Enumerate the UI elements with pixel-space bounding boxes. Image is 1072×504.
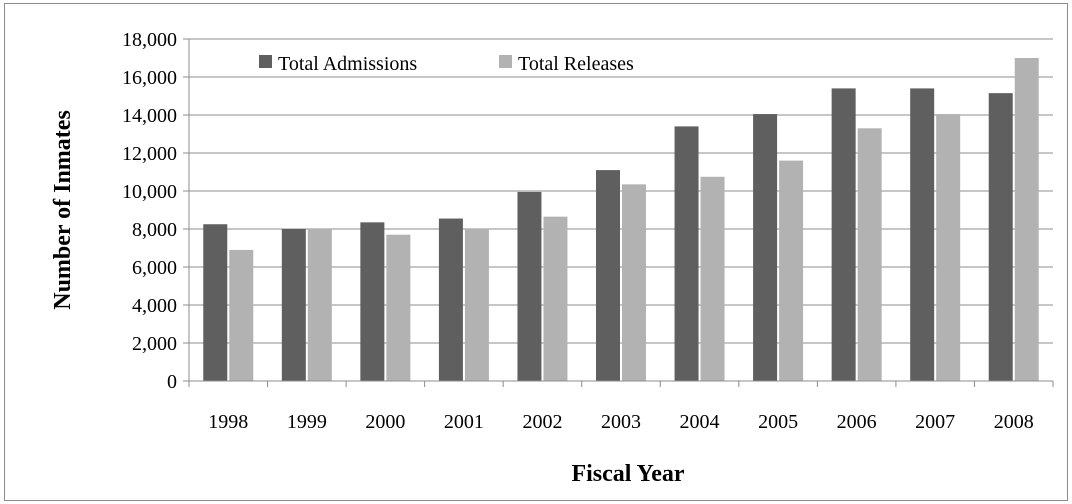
bar-total-admissions-2003 <box>596 170 620 381</box>
x-tick-label: 2000 <box>365 411 405 433</box>
bar-total-admissions-2005 <box>753 114 778 382</box>
x-tick-label: 2001 <box>444 411 484 433</box>
y-axis-title: Number of Inmates <box>50 110 76 310</box>
bar-total-admissions-2006 <box>831 88 856 382</box>
bar-total-admissions-2008 <box>988 93 1013 382</box>
bar-total-releases-2003 <box>622 184 646 381</box>
bar-total-admissions-2004 <box>674 126 699 382</box>
x-tick-labels: 1998 1999 2000 2001 2002 2003 2004 2005 2006 2007… <box>208 411 1033 433</box>
bar-total-releases-2000 <box>386 234 411 381</box>
x-tick-label: 2005 <box>758 411 798 433</box>
bar-total-releases-2008 <box>1014 58 1039 381</box>
gridlines <box>183 38 1054 387</box>
x-tick-label: 2004 <box>680 411 720 433</box>
legend-label: Total Admissions <box>278 53 417 75</box>
x-tick-label: 1999 <box>287 411 327 433</box>
bar-total-releases-2001 <box>464 229 489 381</box>
x-tick-label: 2003 <box>601 411 641 433</box>
bar-total-releases-2006 <box>857 128 882 381</box>
y-tick-label: 14,000 <box>122 105 177 127</box>
y-tick-label: 0 <box>167 371 177 393</box>
y-tick-label: 4,000 <box>132 295 177 317</box>
legend-swatch <box>499 55 512 68</box>
bar-total-admissions-2007 <box>910 88 935 382</box>
legend-swatch <box>259 55 272 68</box>
y-tick-label: 10,000 <box>122 181 177 203</box>
y-tick-label: 18,000 <box>122 29 177 51</box>
bar-total-releases-1998 <box>229 249 254 381</box>
bar-total-releases-2004 <box>700 176 725 381</box>
legend-label: Total Releases <box>518 53 634 75</box>
y-tick-label: 6,000 <box>132 257 177 279</box>
x-tick-label: 2006 <box>837 411 877 433</box>
bar-total-admissions-2001 <box>438 218 463 381</box>
x-tick-label: 2002 <box>522 411 562 433</box>
bar-total-releases-2002 <box>543 216 568 381</box>
x-tick-label: 2008 <box>994 411 1034 433</box>
bar-total-releases-2005 <box>779 160 804 381</box>
y-tick-label: 16,000 <box>122 67 177 89</box>
legend: Total Admissions Total Releases <box>259 53 634 75</box>
axes <box>188 39 1053 382</box>
bar-total-releases-1999 <box>307 229 332 381</box>
y-tick-labels: 0 2,000 4,000 6,000 8,000 10,000 12,000 14,000 1… <box>122 29 177 393</box>
y-tick-label: 12,000 <box>122 143 177 165</box>
bar-total-admissions-1998 <box>203 224 228 381</box>
bar-total-admissions-2002 <box>517 191 542 381</box>
bar-total-admissions-1999 <box>281 229 306 381</box>
x-axis-title: Fiscal Year <box>571 461 684 487</box>
x-tick-label: 1998 <box>208 411 248 433</box>
bar-total-admissions-2000 <box>360 222 385 381</box>
bars <box>203 58 1039 382</box>
x-tick-label: 2007 <box>915 411 955 433</box>
y-tick-label: 2,000 <box>132 333 177 355</box>
bar-total-releases-2007 <box>936 114 961 382</box>
y-tick-label: 8,000 <box>132 219 177 241</box>
